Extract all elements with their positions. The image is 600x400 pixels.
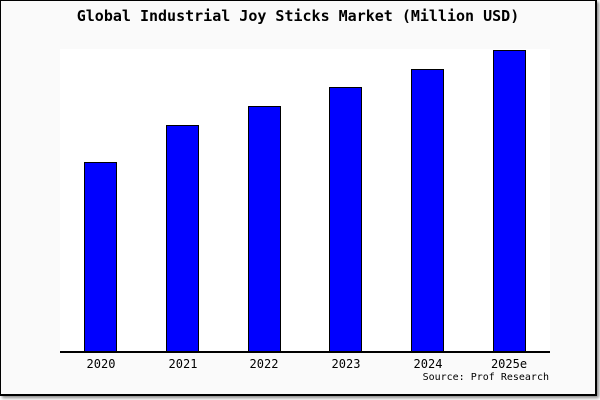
chart-title: Global Industrial Joy Sticks Market (Mil… [76, 7, 520, 25]
bar-2025e [493, 50, 526, 351]
bar-2023 [329, 87, 362, 351]
bar-2024 [411, 69, 444, 351]
plot-area [60, 49, 550, 353]
x-tick-label-2025e: 2025e [490, 357, 528, 371]
x-tick-label-2022: 2022 [249, 357, 279, 371]
x-tick-label-2023: 2023 [331, 357, 361, 371]
x-tick-label-2021: 2021 [168, 357, 198, 371]
bar-2021 [166, 125, 199, 351]
source-credit: Source: Prof Research [422, 372, 549, 383]
bar-2022 [248, 106, 281, 351]
x-tick-label-2020: 2020 [86, 357, 116, 371]
bar-2020 [84, 162, 117, 351]
x-tick-label-2024: 2024 [413, 357, 443, 371]
